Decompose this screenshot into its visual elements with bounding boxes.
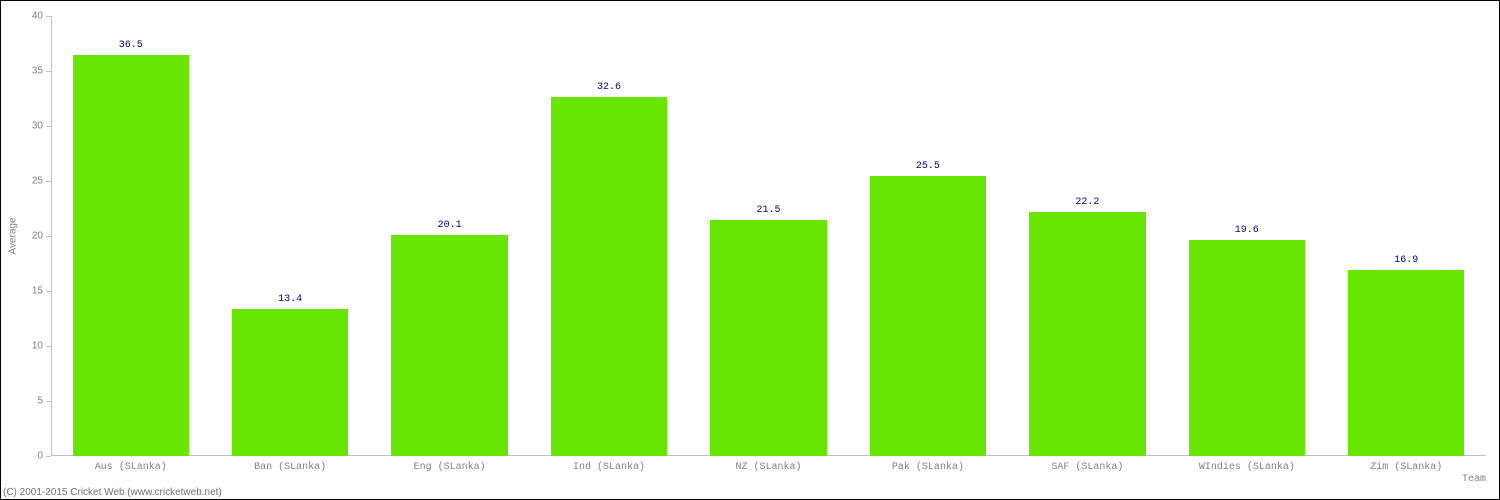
y-tick — [46, 181, 51, 182]
bar: 13.4 — [232, 309, 348, 456]
x-tick-label: WIndies (SLanka) — [1199, 462, 1295, 473]
x-tick-label: Aus (SLanka) — [95, 462, 167, 473]
y-tick — [46, 456, 51, 457]
y-tick-label: 40 — [32, 11, 43, 22]
x-tick-label: SAF (SLanka) — [1051, 462, 1123, 473]
bar-value-label: 19.6 — [1235, 225, 1259, 236]
bar: 20.1 — [391, 235, 507, 456]
y-tick — [46, 401, 51, 402]
bar-value-label: 16.9 — [1394, 255, 1418, 266]
x-tick-label: Zim (SLanka) — [1370, 462, 1442, 473]
x-tick-label: Ban (SLanka) — [254, 462, 326, 473]
bar-value-label: 20.1 — [438, 220, 462, 231]
x-tick-label: Ind (SLanka) — [573, 462, 645, 473]
bar-value-label: 36.5 — [119, 40, 143, 51]
y-tick-label: 0 — [37, 451, 43, 462]
bar-value-label: 32.6 — [597, 82, 621, 93]
y-axis-title: Average — [8, 217, 19, 254]
bar-value-label: 25.5 — [916, 161, 940, 172]
y-tick-label: 5 — [37, 396, 43, 407]
bar: 25.5 — [870, 176, 986, 457]
x-tick-label: Eng (SLanka) — [414, 462, 486, 473]
y-tick-label: 20 — [32, 231, 43, 242]
y-tick — [46, 236, 51, 237]
y-tick — [46, 126, 51, 127]
y-tick — [46, 291, 51, 292]
bar: 21.5 — [710, 220, 826, 457]
x-axis-title: Team — [1462, 474, 1486, 485]
bar: 16.9 — [1348, 270, 1464, 456]
y-tick-label: 30 — [32, 121, 43, 132]
y-tick-label: 10 — [32, 341, 43, 352]
bar: 19.6 — [1189, 240, 1305, 456]
y-tick — [46, 16, 51, 17]
bar-value-label: 13.4 — [278, 294, 302, 305]
y-tick — [46, 71, 51, 72]
bar-value-label: 22.2 — [1075, 197, 1099, 208]
bar: 22.2 — [1029, 212, 1145, 456]
x-tick-label: NZ (SLanka) — [735, 462, 801, 473]
y-tick-label: 35 — [32, 66, 43, 77]
y-tick-label: 25 — [32, 176, 43, 187]
bar: 32.6 — [551, 97, 667, 456]
x-tick-label: Pak (SLanka) — [892, 462, 964, 473]
y-tick-label: 15 — [32, 286, 43, 297]
y-tick — [46, 346, 51, 347]
bar-value-label: 21.5 — [756, 205, 780, 216]
y-axis-line — [51, 16, 52, 456]
credit-text: (C) 2001-2015 Cricket Web (www.cricketwe… — [3, 487, 222, 498]
bar: 36.5 — [73, 55, 189, 457]
plot-area: Average Team 051015202530354036.5Aus (SL… — [51, 16, 1486, 456]
chart-container: Average Team 0 5 10 15 20 25 30 35 40 36.5 Aus (SL… — [0, 0, 1500, 500]
